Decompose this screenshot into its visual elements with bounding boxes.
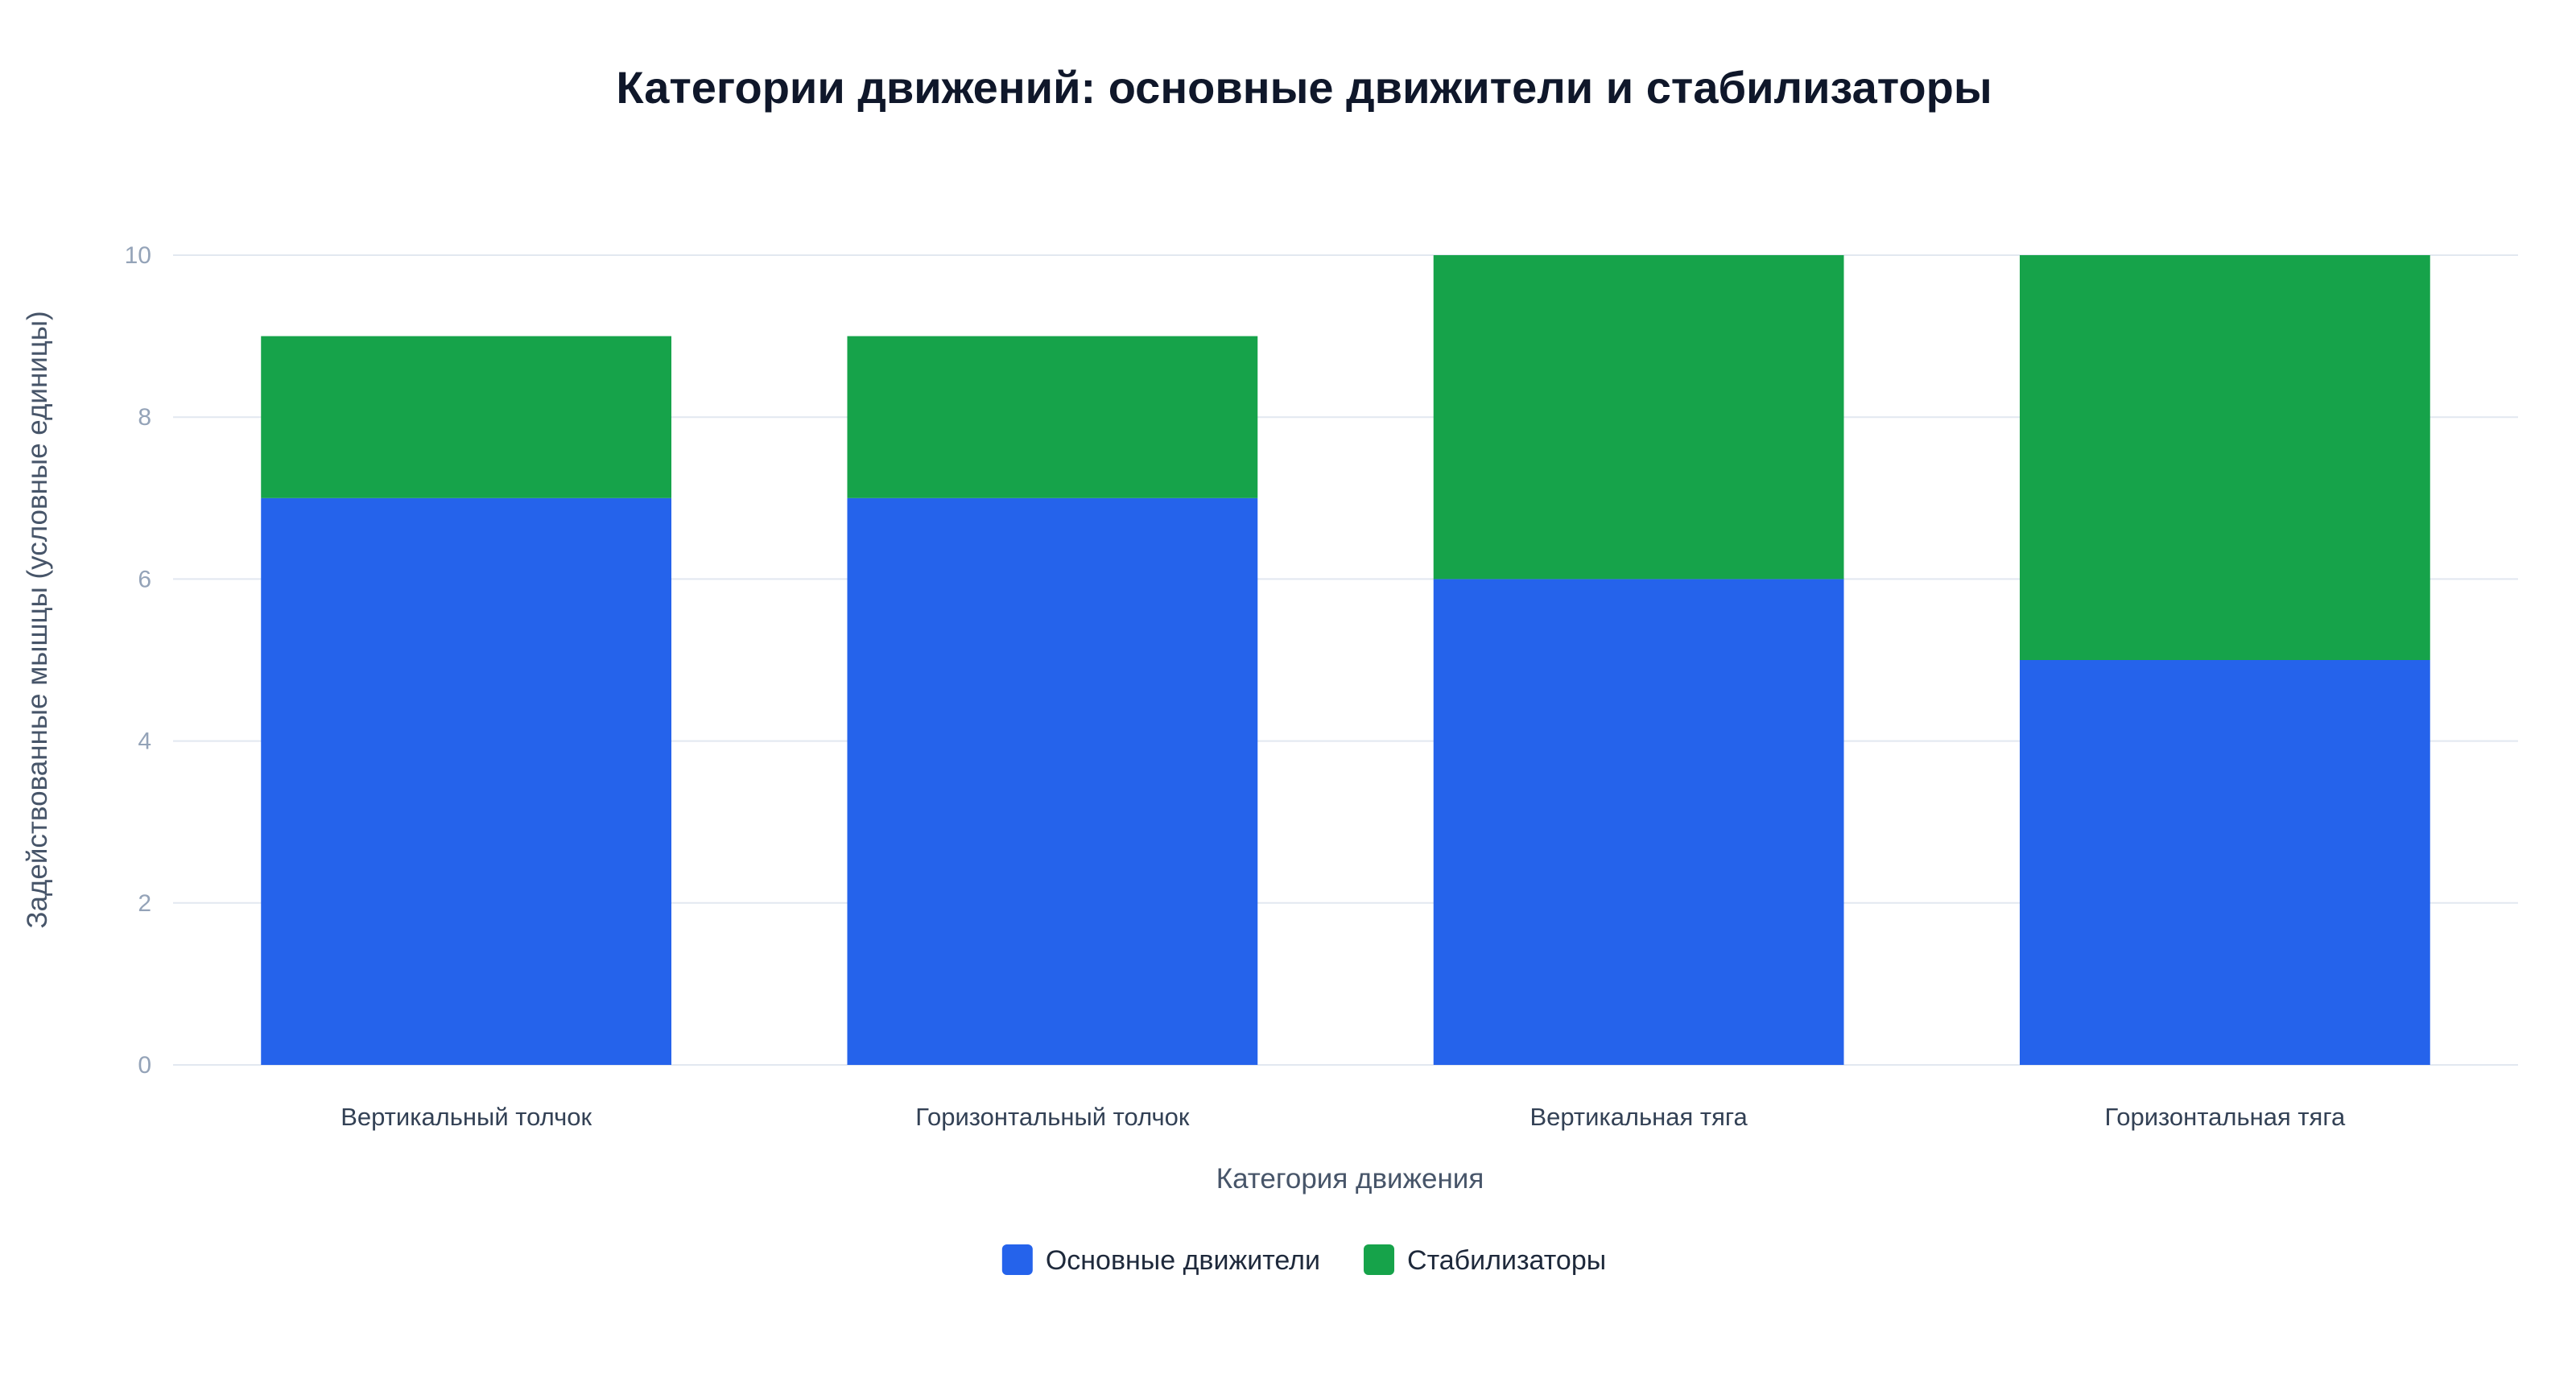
legend-swatch-stabilizers — [1364, 1244, 1395, 1275]
bar-stabilizers-3 — [1433, 255, 1844, 580]
bar-stabilizers-2 — [847, 336, 1258, 498]
y-tick-label: 2 — [138, 890, 151, 917]
bar-primary-movers-1 — [261, 497, 672, 1065]
legend-label-primary-movers: Основные движители — [1046, 1245, 1320, 1276]
legend-swatch-primary-movers — [1001, 1244, 1033, 1275]
legend-label-stabilizers: Стабилизаторы — [1407, 1245, 1606, 1276]
chart-title: Категории движений: основные движители и… — [616, 62, 1992, 113]
y-tick-label: 0 — [138, 1052, 151, 1079]
bars — [261, 255, 2430, 1065]
x-axis-ticks: Вертикальный толчок Горизонтальный толчок… — [341, 1103, 2346, 1131]
x-tick-label: Горизонтальный толчок — [915, 1103, 1190, 1131]
legend: Основные движители Стабилизаторы — [1001, 1244, 1606, 1276]
x-tick-label: Вертикальная тяга — [1530, 1103, 1748, 1131]
x-axis-label: Категория движения — [1216, 1163, 1484, 1195]
x-tick-label: Вертикальный толчок — [341, 1103, 592, 1131]
y-tick-label: 8 — [138, 404, 151, 431]
y-tick-label: 6 — [138, 566, 151, 592]
y-tick-label: 4 — [138, 728, 151, 755]
bar-primary-movers-4 — [2019, 660, 2430, 1065]
y-axis-label: Задействованные мышцы (условные единицы) — [22, 311, 53, 928]
y-axis-ticks: 0 2 4 6 8 10 — [125, 242, 151, 1079]
y-tick-label: 10 — [125, 242, 151, 269]
bar-primary-movers-3 — [1433, 579, 1844, 1065]
bar-stabilizers-4 — [2019, 255, 2430, 660]
bar-stabilizers-1 — [261, 336, 672, 498]
x-tick-label: Горизонтальная тяга — [2105, 1103, 2346, 1131]
bar-primary-movers-2 — [847, 497, 1258, 1065]
